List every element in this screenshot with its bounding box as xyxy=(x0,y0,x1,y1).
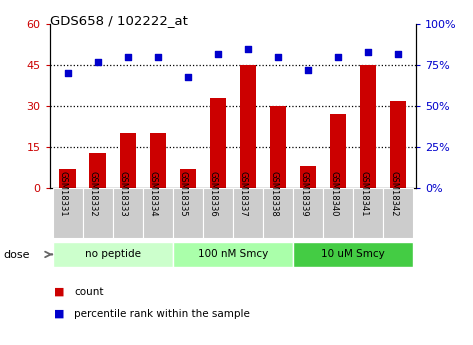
Point xyxy=(124,54,131,60)
Bar xyxy=(113,188,143,238)
Text: GSM18339: GSM18339 xyxy=(299,171,308,217)
Text: dose: dose xyxy=(4,250,30,259)
Bar xyxy=(203,188,233,238)
Point xyxy=(64,71,71,76)
Text: GSM18337: GSM18337 xyxy=(239,171,248,217)
Text: count: count xyxy=(74,287,104,296)
Bar xyxy=(173,188,203,238)
Point xyxy=(274,54,282,60)
Bar xyxy=(53,241,173,267)
Text: GSM18341: GSM18341 xyxy=(359,171,368,217)
Bar xyxy=(270,106,286,188)
Text: GSM18331: GSM18331 xyxy=(59,171,68,217)
Bar xyxy=(353,188,383,238)
Text: GSM18338: GSM18338 xyxy=(269,171,278,217)
Bar xyxy=(143,188,173,238)
Bar xyxy=(60,169,76,188)
Bar xyxy=(263,188,293,238)
Point xyxy=(154,54,162,60)
Bar xyxy=(89,152,106,188)
Text: percentile rank within the sample: percentile rank within the sample xyxy=(74,309,250,319)
Text: GSM18334: GSM18334 xyxy=(149,171,158,217)
Text: 10 uM Smcy: 10 uM Smcy xyxy=(321,249,385,259)
Bar xyxy=(293,241,413,267)
Bar xyxy=(240,65,256,188)
Text: GSM18333: GSM18333 xyxy=(119,171,128,217)
Text: GSM18332: GSM18332 xyxy=(89,171,98,217)
Point xyxy=(214,51,222,57)
Point xyxy=(184,74,192,79)
Text: ■: ■ xyxy=(54,287,65,296)
Point xyxy=(364,49,372,55)
Text: ■: ■ xyxy=(54,309,65,319)
Bar xyxy=(300,166,316,188)
Point xyxy=(244,46,252,51)
Point xyxy=(94,59,102,65)
Text: GSM18336: GSM18336 xyxy=(209,171,218,217)
Bar xyxy=(210,98,226,188)
Text: GSM18340: GSM18340 xyxy=(329,171,338,217)
Text: GDS658 / 102222_at: GDS658 / 102222_at xyxy=(50,14,187,27)
Bar xyxy=(173,241,293,267)
Text: GSM18335: GSM18335 xyxy=(179,171,188,217)
Bar xyxy=(390,101,406,188)
Bar xyxy=(383,188,413,238)
Point xyxy=(334,54,342,60)
Point xyxy=(394,51,402,57)
Bar xyxy=(323,188,353,238)
Text: GSM18342: GSM18342 xyxy=(389,171,398,217)
Bar xyxy=(233,188,263,238)
Bar xyxy=(293,188,323,238)
Bar xyxy=(53,188,83,238)
Text: 100 nM Smcy: 100 nM Smcy xyxy=(198,249,268,259)
Bar xyxy=(180,169,196,188)
Bar xyxy=(83,188,113,238)
Bar xyxy=(149,134,166,188)
Bar xyxy=(330,114,346,188)
Bar xyxy=(360,65,377,188)
Text: no peptide: no peptide xyxy=(85,249,141,259)
Bar xyxy=(120,134,136,188)
Point xyxy=(304,67,312,73)
